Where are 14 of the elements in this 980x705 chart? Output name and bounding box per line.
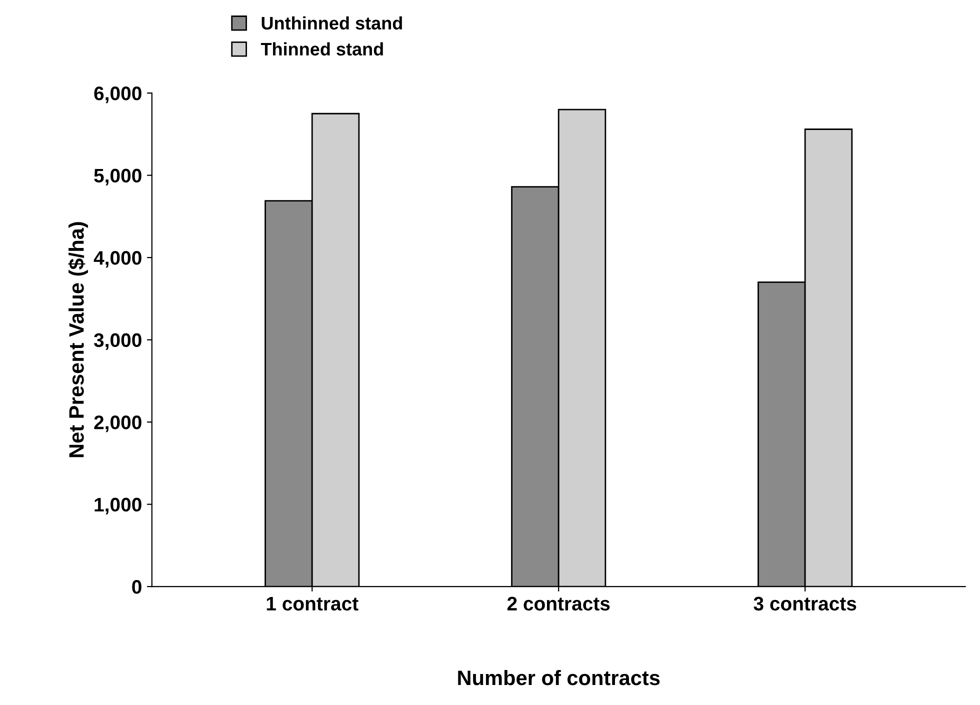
- y-tick-label: 3,000: [94, 333, 142, 350]
- y-tick-label: 4,000: [94, 251, 142, 268]
- legend-label: Thinned stand: [260, 42, 383, 56]
- x-axis-title: Number of contracts: [458, 670, 660, 686]
- x-tick-label: 3 contracts: [754, 596, 856, 611]
- y-tick-label: 0: [132, 580, 142, 594]
- x-tick-label: 1 contract: [266, 596, 358, 611]
- y-tick-label: 6,000: [94, 86, 142, 104]
- y-axis-title: Net Present Value ($/ha): [68, 222, 88, 458]
- y-tick-label: 1,000: [94, 498, 142, 514]
- y-tick-label: 5,000: [94, 168, 142, 186]
- legend-label: Unthinned stand: [262, 16, 402, 30]
- x-tick-label: 2 contracts: [507, 596, 610, 611]
- y-tick-label: 2,000: [94, 416, 142, 432]
